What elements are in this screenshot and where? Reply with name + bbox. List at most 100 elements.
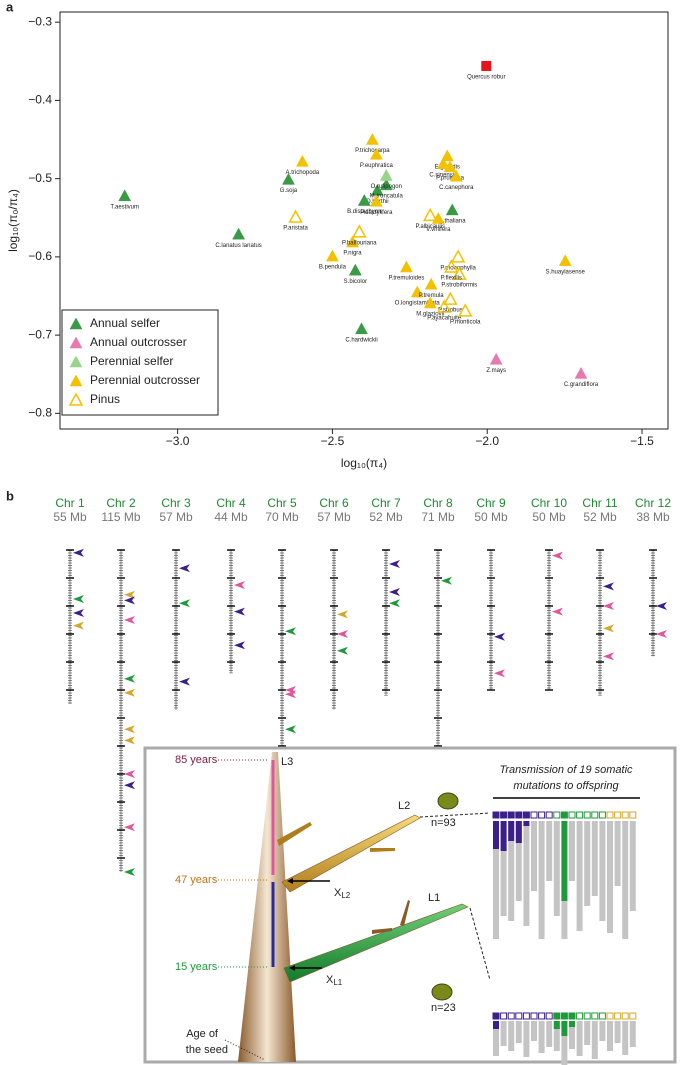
offspring-bar <box>523 1021 530 1057</box>
point <box>369 194 383 207</box>
offspring-bar <box>584 821 591 906</box>
legend-marker <box>68 392 84 406</box>
offspring-bar <box>500 821 507 916</box>
mutation-arrow <box>124 596 135 605</box>
detection-square <box>500 1012 508 1020</box>
point-label: P.monticola <box>450 319 481 325</box>
point-label: G.soja <box>280 188 298 194</box>
chromosome-size: 44 Mb <box>214 510 248 524</box>
age-label: 47 years <box>175 874 218 886</box>
point-label: V.vinifera <box>426 227 451 233</box>
transmission-bars <box>492 811 637 1065</box>
detection-square <box>522 1012 530 1020</box>
point <box>379 178 393 191</box>
point-label: XL2 <box>334 887 351 900</box>
point-label: O.longistaminata <box>395 301 441 307</box>
detection-square <box>568 1012 576 1020</box>
offspring-bar <box>531 1021 537 1041</box>
point-label: XL1 <box>326 974 343 987</box>
seed-label: the seed <box>186 1044 228 1056</box>
point <box>436 157 450 170</box>
point-label: S.bicolor <box>344 279 367 285</box>
sample-size: n=23 <box>431 1002 456 1014</box>
inset-title: Transmission of 19 somatic <box>499 764 633 776</box>
legend-label: Perennial selfer <box>90 354 173 368</box>
chromosome-size: 50 Mb <box>532 510 566 524</box>
offspring-bar <box>614 1021 621 1043</box>
chromosome-size: 115 Mb <box>101 510 140 524</box>
point <box>481 60 492 71</box>
offspring-bar <box>607 821 613 933</box>
point <box>326 249 339 262</box>
chromosome-size: 52 Mb <box>369 510 403 524</box>
mutation-arrow <box>179 564 190 573</box>
chromosome-name: Chr 4 <box>216 496 246 510</box>
point <box>436 299 452 313</box>
offspring-bar <box>546 1021 553 1047</box>
branch-label: L1 <box>428 892 440 904</box>
legend-label: Pinus <box>90 392 120 406</box>
point <box>379 168 393 181</box>
mutation-bar <box>561 1021 568 1036</box>
detection-square <box>598 811 606 819</box>
detection-square <box>560 1012 568 1020</box>
chromosome-size: 57 Mb <box>159 510 193 524</box>
y-tick-label: −0.3 <box>28 14 52 28</box>
point <box>346 235 359 248</box>
x-tick-label: −2.0 <box>475 434 499 448</box>
chromosome-name: Chr 5 <box>267 496 297 510</box>
mutation-arrow <box>494 669 505 678</box>
offspring-bar <box>493 821 499 939</box>
mutation-arrow <box>603 652 614 661</box>
detection-square <box>553 1012 561 1020</box>
point-label: C.grandiflora <box>564 382 599 388</box>
y-axis-label: log₁₀(π₀/π₄) <box>6 189 20 252</box>
detection-square <box>621 811 629 819</box>
mutation-arrow <box>124 823 135 832</box>
point-label: P.balfouriana <box>342 240 377 246</box>
offspring-bar <box>538 821 545 939</box>
point <box>423 296 437 309</box>
legend-label: Perennial outcrosser <box>90 373 200 387</box>
y-tick-label: −0.5 <box>28 171 52 185</box>
mutation-arrow <box>124 725 135 734</box>
mutation-arrow <box>73 548 84 557</box>
mutation-arrow <box>73 609 84 617</box>
point-label: P.trichocarpa <box>355 148 390 154</box>
mutation-arrow <box>124 781 135 790</box>
point-label: T.aestivum <box>110 204 139 210</box>
mutation-arrow <box>285 627 296 636</box>
point <box>424 277 438 290</box>
arrow-head <box>289 965 295 971</box>
inset-title: mutations to offspring <box>513 780 619 792</box>
detection-square <box>522 811 530 819</box>
mutation-arrow <box>603 602 614 610</box>
point <box>288 209 303 223</box>
offspring-bar <box>629 821 636 911</box>
trunk <box>238 752 296 1062</box>
offspring-bar <box>614 821 621 886</box>
detection-square <box>583 811 591 819</box>
mutation-arrow <box>73 595 84 603</box>
mutation-arrow <box>73 621 84 630</box>
mutation-arrow <box>124 868 135 876</box>
mutation-arrow <box>124 674 135 683</box>
point <box>450 249 466 263</box>
offspring-bar <box>569 821 575 881</box>
mutation-bar <box>561 821 568 901</box>
mutation-bar <box>569 1021 575 1027</box>
offspring-bar <box>622 1021 629 1055</box>
chromosome-size: 71 Mb <box>421 510 455 524</box>
point-label: P.tremula <box>419 293 445 299</box>
detection-square <box>515 811 523 819</box>
detection-square <box>583 1012 591 1020</box>
offspring-bar <box>584 1021 591 1045</box>
detection-square <box>606 1012 614 1020</box>
mutation-arrow <box>234 641 245 650</box>
offspring-bar <box>553 821 560 916</box>
age-label: 15 years <box>175 961 218 973</box>
detection-square <box>591 811 599 819</box>
mutation-arrow <box>656 602 667 610</box>
y-tick-label: −0.6 <box>28 249 52 263</box>
detection-square <box>507 1012 515 1020</box>
